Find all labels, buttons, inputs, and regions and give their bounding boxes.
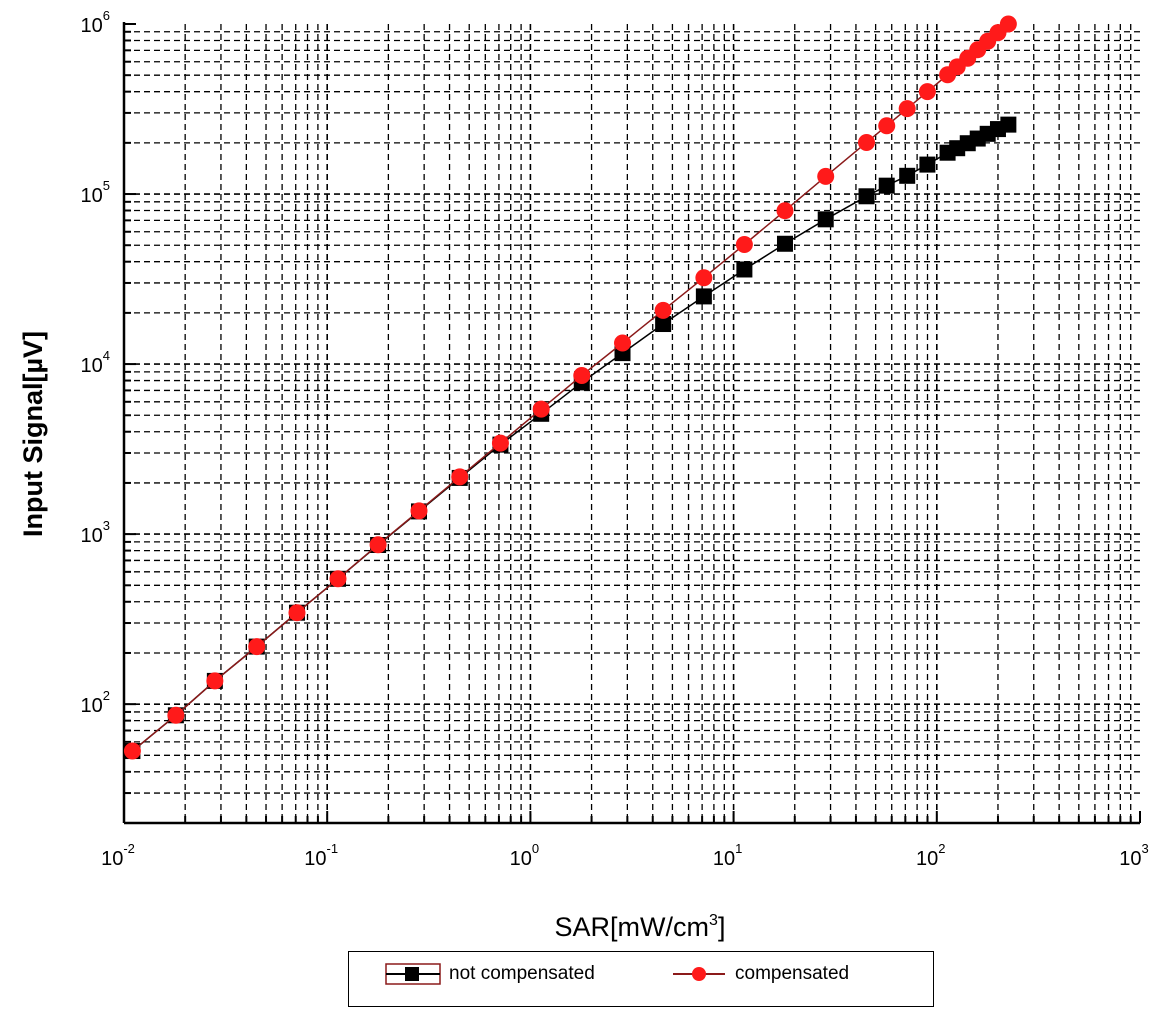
series-compensated — [123, 15, 1017, 760]
data-point-square — [1000, 116, 1017, 133]
data-point-square — [899, 167, 916, 184]
x-tick-label: 100 — [510, 841, 539, 870]
x-axis-title: SAR[mW/cm3] — [555, 912, 726, 942]
y-tick-label: 104 — [81, 348, 110, 377]
chart-svg: 10-2 10-1 100 101 102 103 102 103 104 105 106 SAR[… — [18, 8, 1149, 942]
data-point-circle — [167, 706, 185, 724]
data-point-circle — [614, 334, 632, 352]
data-point-circle — [776, 202, 794, 220]
y-axis-title: Input Signal[µV] — [18, 331, 48, 537]
x-tick-label: 101 — [713, 841, 742, 870]
legend-item-compensated: compensated — [671, 962, 849, 986]
data-point-circle — [288, 604, 306, 622]
data-point-circle — [898, 100, 916, 118]
data-point-square — [776, 235, 793, 252]
data-point-square — [655, 316, 672, 333]
data-point-square — [878, 177, 895, 194]
series — [123, 15, 1017, 760]
data-point-circle — [410, 502, 428, 520]
data-point-circle — [573, 366, 591, 384]
y-tick-label: 106 — [81, 8, 110, 37]
data-point-circle — [369, 536, 387, 554]
data-point-circle — [532, 400, 550, 418]
legend-label-compensated: compensated — [735, 963, 850, 984]
data-point-circle — [918, 83, 936, 101]
legend: not compensated compensated — [348, 951, 934, 1007]
tick-labels: 10-2 10-1 100 101 102 103 102 103 104 105 106 — [81, 8, 1149, 870]
data-point-square — [919, 156, 936, 173]
legend-label-not-compensated: not compensated — [449, 963, 595, 984]
series-not-compensated — [124, 116, 1017, 760]
data-point-circle — [491, 434, 509, 452]
axes — [122, 22, 1141, 825]
data-point-circle — [878, 117, 896, 135]
data-point-square — [736, 261, 753, 278]
grid — [124, 24, 1140, 823]
legend-swatch-circle-icon — [673, 967, 725, 981]
legend-swatch-square-icon — [385, 963, 441, 985]
legend-item-not-compensated: not compensated — [385, 962, 595, 986]
data-point-circle — [248, 638, 266, 656]
y-tick-label: 103 — [81, 518, 110, 547]
data-point-circle — [735, 235, 753, 253]
y-tick-label: 102 — [81, 688, 110, 717]
data-point-circle — [999, 15, 1017, 33]
data-point-circle — [329, 570, 347, 588]
data-point-circle — [817, 167, 835, 185]
x-tick-label: 10-1 — [304, 841, 338, 870]
data-point-circle — [451, 468, 469, 486]
x-tick-label: 102 — [916, 841, 945, 870]
data-point-square — [817, 211, 834, 228]
data-point-circle — [654, 301, 672, 319]
x-tick-label: 10-2 — [101, 841, 135, 870]
x-tick-label: 103 — [1119, 841, 1148, 870]
data-point-circle — [123, 742, 141, 760]
series-line — [131, 123, 1009, 752]
data-point-square — [858, 188, 875, 205]
y-tick-label: 105 — [81, 178, 110, 207]
data-point-circle — [206, 672, 224, 690]
data-point-circle — [695, 269, 713, 287]
data-point-square — [695, 288, 712, 305]
data-point-circle — [858, 133, 876, 151]
